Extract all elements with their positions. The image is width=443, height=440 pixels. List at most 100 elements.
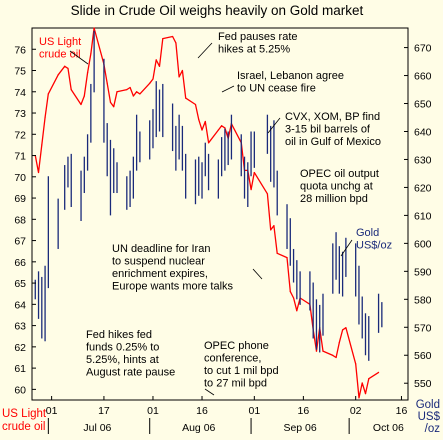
x-day-label: 16 [196,405,208,417]
oil-point [93,27,95,29]
annotation-text: to UN cease fire [237,83,316,95]
x-month-label: Sep 06 [283,422,316,434]
annotation-leader [267,117,281,134]
annotation-text: Fed pauses rate [218,31,298,43]
left-tick-label: 61 [14,363,26,375]
annotation-text: enrichment expires, [112,268,208,280]
right-tick-label: 640 [414,126,432,138]
right-tick-label: 650 [414,99,432,111]
left-tick-label: 75 [14,66,26,78]
oil-point [116,91,118,93]
oil-point [86,72,89,74]
oil-point [132,95,134,97]
annotation-text: US$/oz [356,240,392,252]
x-day-label: 16 [298,405,310,417]
oil-point [273,225,275,227]
oil-point [315,350,318,352]
left-tick-label: 73 [14,108,26,120]
oil-point [136,91,138,93]
oil-point [342,329,344,331]
left-tick-label: 67 [14,236,26,248]
right-tick-label: 630 [414,154,432,166]
oil-point [178,76,180,78]
left-tick-label: 63 [14,321,26,333]
left-tick-label: 70 [14,172,26,184]
annotation-leader [197,42,213,59]
annotation-text: Europe wants more talks [112,281,234,293]
x-month-label: Jul 06 [83,422,111,434]
left-tick-label: 68 [14,214,26,226]
oil-point [41,144,43,146]
right-tick-label: 610 [414,210,432,222]
right-tick-label: 670 [414,43,432,55]
chart-title: Slide in Crude Oil weighs heavily on Gol… [71,3,364,18]
oil-point [322,350,324,352]
oil-point [139,93,141,95]
oil-point [158,65,161,67]
right-tick-label: 590 [414,266,432,278]
oil-point [368,378,370,380]
plot-frame [31,27,409,401]
annotation-leader [221,85,235,93]
oil-point [67,67,69,69]
oil-point [185,97,187,99]
annotation-text: funds 0.25% to [86,342,159,354]
oil-point [207,142,210,144]
x-day-label: 02 [350,405,362,417]
oil-point [194,103,197,106]
oil-point [113,106,115,108]
oil-point [171,35,174,38]
right-tick-label: 600 [414,238,432,250]
annotation-text: Fed hikes fed [86,329,152,341]
left-tick-label: 64 [14,299,26,311]
oil-point [204,120,206,123]
oil-point [175,42,177,44]
right-tick-label: 560 [414,350,432,362]
x-day-label: 17 [98,405,110,417]
oil-point [270,229,272,231]
right-tick-label: 550 [414,378,432,390]
oil-point [296,310,298,312]
gold-series [34,30,383,361]
oil-point [106,82,108,84]
oil-point [181,69,183,72]
oil-point [155,59,157,61]
left-axis-title: crude oil [2,421,45,433]
left-tick-label: 76 [14,44,26,56]
annotation-text: 28 million bpd [300,193,368,205]
oil-point [152,78,154,80]
oil-point [286,256,288,259]
right-tick-label: 570 [414,322,432,334]
oil-point [83,95,85,97]
x-day-label: 01 [147,405,159,417]
annotation-leader [204,388,215,396]
right-axis-title: /oz [425,423,441,435]
oil-point [47,93,49,95]
right-tick-label: 660 [414,71,432,83]
oil-point [335,356,337,359]
x-day-label: 01 [248,405,260,417]
annotation-text: CVX, XOM, BP find [285,111,380,123]
annotation-text: 3-15 bil barrels of [285,124,371,136]
x-month-label: Oct 06 [373,422,404,434]
right-axis-title: US$ [418,411,441,423]
left-tick-label: 62 [14,342,26,354]
x-month-label: Aug 06 [182,422,215,434]
annotation-text: UN deadline for Iran [112,243,210,255]
annotation-text: OPEC oil output [300,168,379,180]
oil-point [64,65,66,67]
oil-point [201,129,203,131]
annotation-text: Gold [356,227,379,239]
annotation-leader [69,50,89,65]
oil-point [162,38,164,40]
oil-point [70,89,72,91]
oil-point [90,52,92,55]
oil-point [364,393,367,395]
left-tick-label: 71 [14,151,26,163]
oil-point [292,297,295,299]
oil-point [109,101,112,103]
oil-point [355,363,357,365]
annotation-text: 5.25%, hints at [86,354,159,366]
